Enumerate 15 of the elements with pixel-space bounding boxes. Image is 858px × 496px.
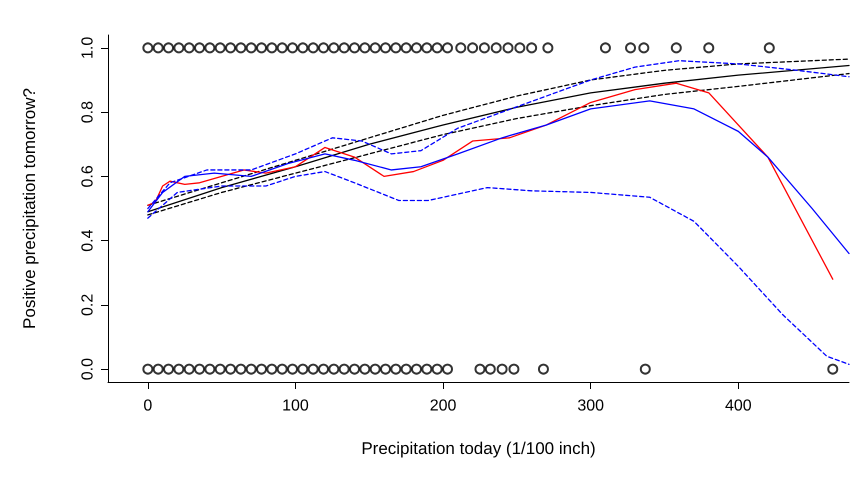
y-tick-label: 0.0 (80, 358, 96, 380)
x-tick-label: 200 (430, 398, 457, 414)
x-tick-label: 400 (724, 398, 752, 414)
y-tick-label: 0.6 (80, 165, 96, 188)
y-axis-title: Positive precipitation tomorrow? (20, 88, 39, 329)
x-tick-label: 0 (143, 398, 152, 414)
y-tick-label: 0.2 (80, 294, 96, 316)
x-tick-label: 300 (577, 398, 604, 414)
x-axis-title: Precipitation today (1/100 inch) (361, 439, 596, 458)
x-tick-label: 100 (282, 398, 309, 414)
line-series (147, 82, 834, 280)
y-tick-label: 1.0 (80, 36, 96, 59)
y-tick-label: 0.8 (80, 100, 96, 124)
y-tick-label: 0.4 (80, 229, 96, 252)
line-series (147, 170, 850, 365)
